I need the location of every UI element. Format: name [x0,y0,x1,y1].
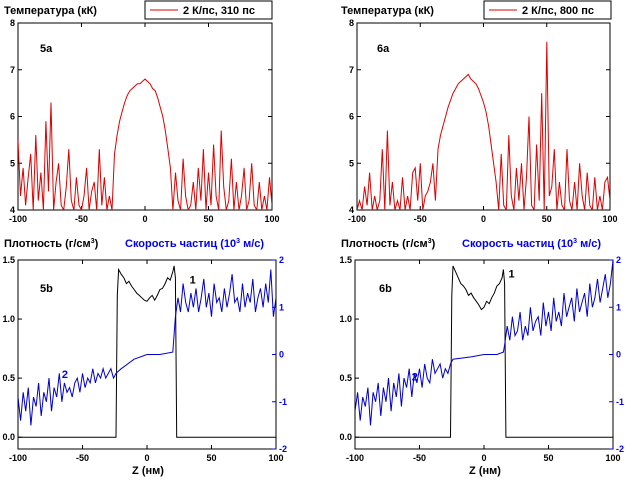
title-5b: Плотность (г/см3) [4,238,99,250]
title-6b-density: Плотность (г/см [341,238,428,250]
title-5b-density-tail: ) [95,238,99,250]
legend-6a-label: 2 К/пс, 800 пс [522,5,594,17]
series-6b-density [355,265,613,438]
y-right-tick-label: 0 [616,350,621,360]
panel-label-5b: 5b [40,283,53,295]
x-tick-label: -50 [75,214,88,224]
curve-label-1: 1 [190,275,196,287]
plot-5a: -100 -50 0 50 100 4 5 6 7 8 5a [9,18,280,224]
y-tick-label: 8 [10,18,15,28]
legend-5a-label: 2 К/пс, 310 пс [183,5,255,17]
x-tick-label: 0 [481,214,486,224]
y-tick-label: 5 [349,158,354,168]
y-tick-label: 1.0 [2,314,15,324]
panel-label-6a: 6a [377,43,390,55]
title-5b-velocity-tail: м/с) [240,238,264,250]
x-tick-label: 50 [542,214,552,224]
title-6b-density-sup: 3 [428,238,432,245]
title-6b: Плотность (г/см3) [341,238,436,250]
series-6b-velocity [355,260,613,426]
y-right-tick-label: -2 [279,444,287,454]
title-5b-velocity-text: Скорость частиц (10 [125,238,236,250]
curve-label-2: 2 [62,369,68,381]
y-right-tick-label: -2 [616,444,624,454]
y-tick-label: 1.5 [2,255,15,265]
y-tick-label: 4 [349,205,354,215]
plot-6b: -100 -50 0 50 100 0.0 0.5 1.0 1.5 -2 -1 0 1 2 6b 1 2 [339,255,624,463]
x-tick-label: -50 [414,214,427,224]
xlabel-5b: Z (нм) [132,465,164,477]
x-tick-label: -50 [76,453,89,463]
x-tick-label: -100 [9,214,27,224]
plot-5b: -100 -50 0 50 100 0.0 0.5 1.0 1.5 -2 -1 0 1 2 5b 1 2 [2,255,287,463]
x-tick-label: -100 [348,214,366,224]
y-tick-label: 5 [10,158,15,168]
y-tick-label: 4 [10,205,15,215]
title-6b-velocity-text: Скорость частиц (10 [462,238,573,250]
x-tick-label: 100 [605,453,620,463]
series-5b-velocity [18,269,276,426]
y-tick-label: 0.0 [339,432,352,442]
panel-label-6b: 6b [379,283,392,295]
title-6b-density-tail: ) [432,238,436,250]
series-5b-density [18,265,276,438]
plot-frame-6a [356,22,611,211]
x-tick-label: 50 [203,214,213,224]
title-5b-density-sup: 3 [91,238,95,245]
x-tick-label: 0 [144,453,149,463]
legend-6a: 2 К/пс, 800 пс [483,0,612,20]
title-5b-velocity-sup: 3 [236,238,240,245]
y-right-tick-label: 0 [279,350,284,360]
y-tick-label: 7 [349,65,354,75]
y-tick-label: 7 [10,65,15,75]
x-tick-label: -100 [346,453,364,463]
curve-label-2: 2 [412,371,418,383]
x-tick-label: 50 [543,453,553,463]
plot-6a: -100 -50 0 50 100 4 5 6 7 8 6a [348,18,618,224]
y-right-tick-label: -1 [616,397,624,407]
y-tick-label: 0.0 [2,432,15,442]
y-tick-label: 0.5 [339,373,352,383]
y-right-tick-label: 1 [616,302,621,312]
series-5a-temperature [18,78,272,210]
title-6b-velocity: Скорость частиц (103 м/с) [462,238,601,250]
y-tick-label: 6 [10,112,15,122]
panel-label-5a: 5a [40,43,53,55]
y-right-tick-label: 2 [616,255,621,265]
y-tick-label: 8 [349,18,354,28]
x-tick-label: 100 [264,214,279,224]
xlabel-6b: Z (нм) [469,465,501,477]
y-right-tick-label: -1 [279,397,287,407]
y-tick-label: 0.5 [2,373,15,383]
y-tick-label: 1.0 [339,314,352,324]
y-right-tick-label: 1 [279,302,284,312]
x-tick-label: -50 [413,453,426,463]
x-tick-label: 0 [481,453,486,463]
title-6b-velocity-tail: м/с) [577,238,601,250]
title-5b-density: Плотность (г/см [4,238,91,250]
y-tick-label: 1.5 [339,255,352,265]
title-6a: Температура (кК) [341,5,434,17]
x-tick-label: 0 [142,214,147,224]
y-right-tick-label: 2 [279,255,284,265]
series-6a-temperature [357,41,610,210]
curve-label-1: 1 [509,269,515,281]
title-6b-velocity-sup: 3 [573,238,577,245]
legend-5a: 2 К/пс, 310 пс [144,0,273,20]
x-tick-label: 50 [206,453,216,463]
y-tick-label: 6 [349,112,354,122]
title-5a: Температура (кК) [4,5,97,17]
x-tick-label: -100 [9,453,27,463]
title-5b-velocity: Скорость частиц (103 м/с) [125,238,264,250]
x-tick-label: 100 [602,214,617,224]
x-tick-label: 100 [268,453,283,463]
